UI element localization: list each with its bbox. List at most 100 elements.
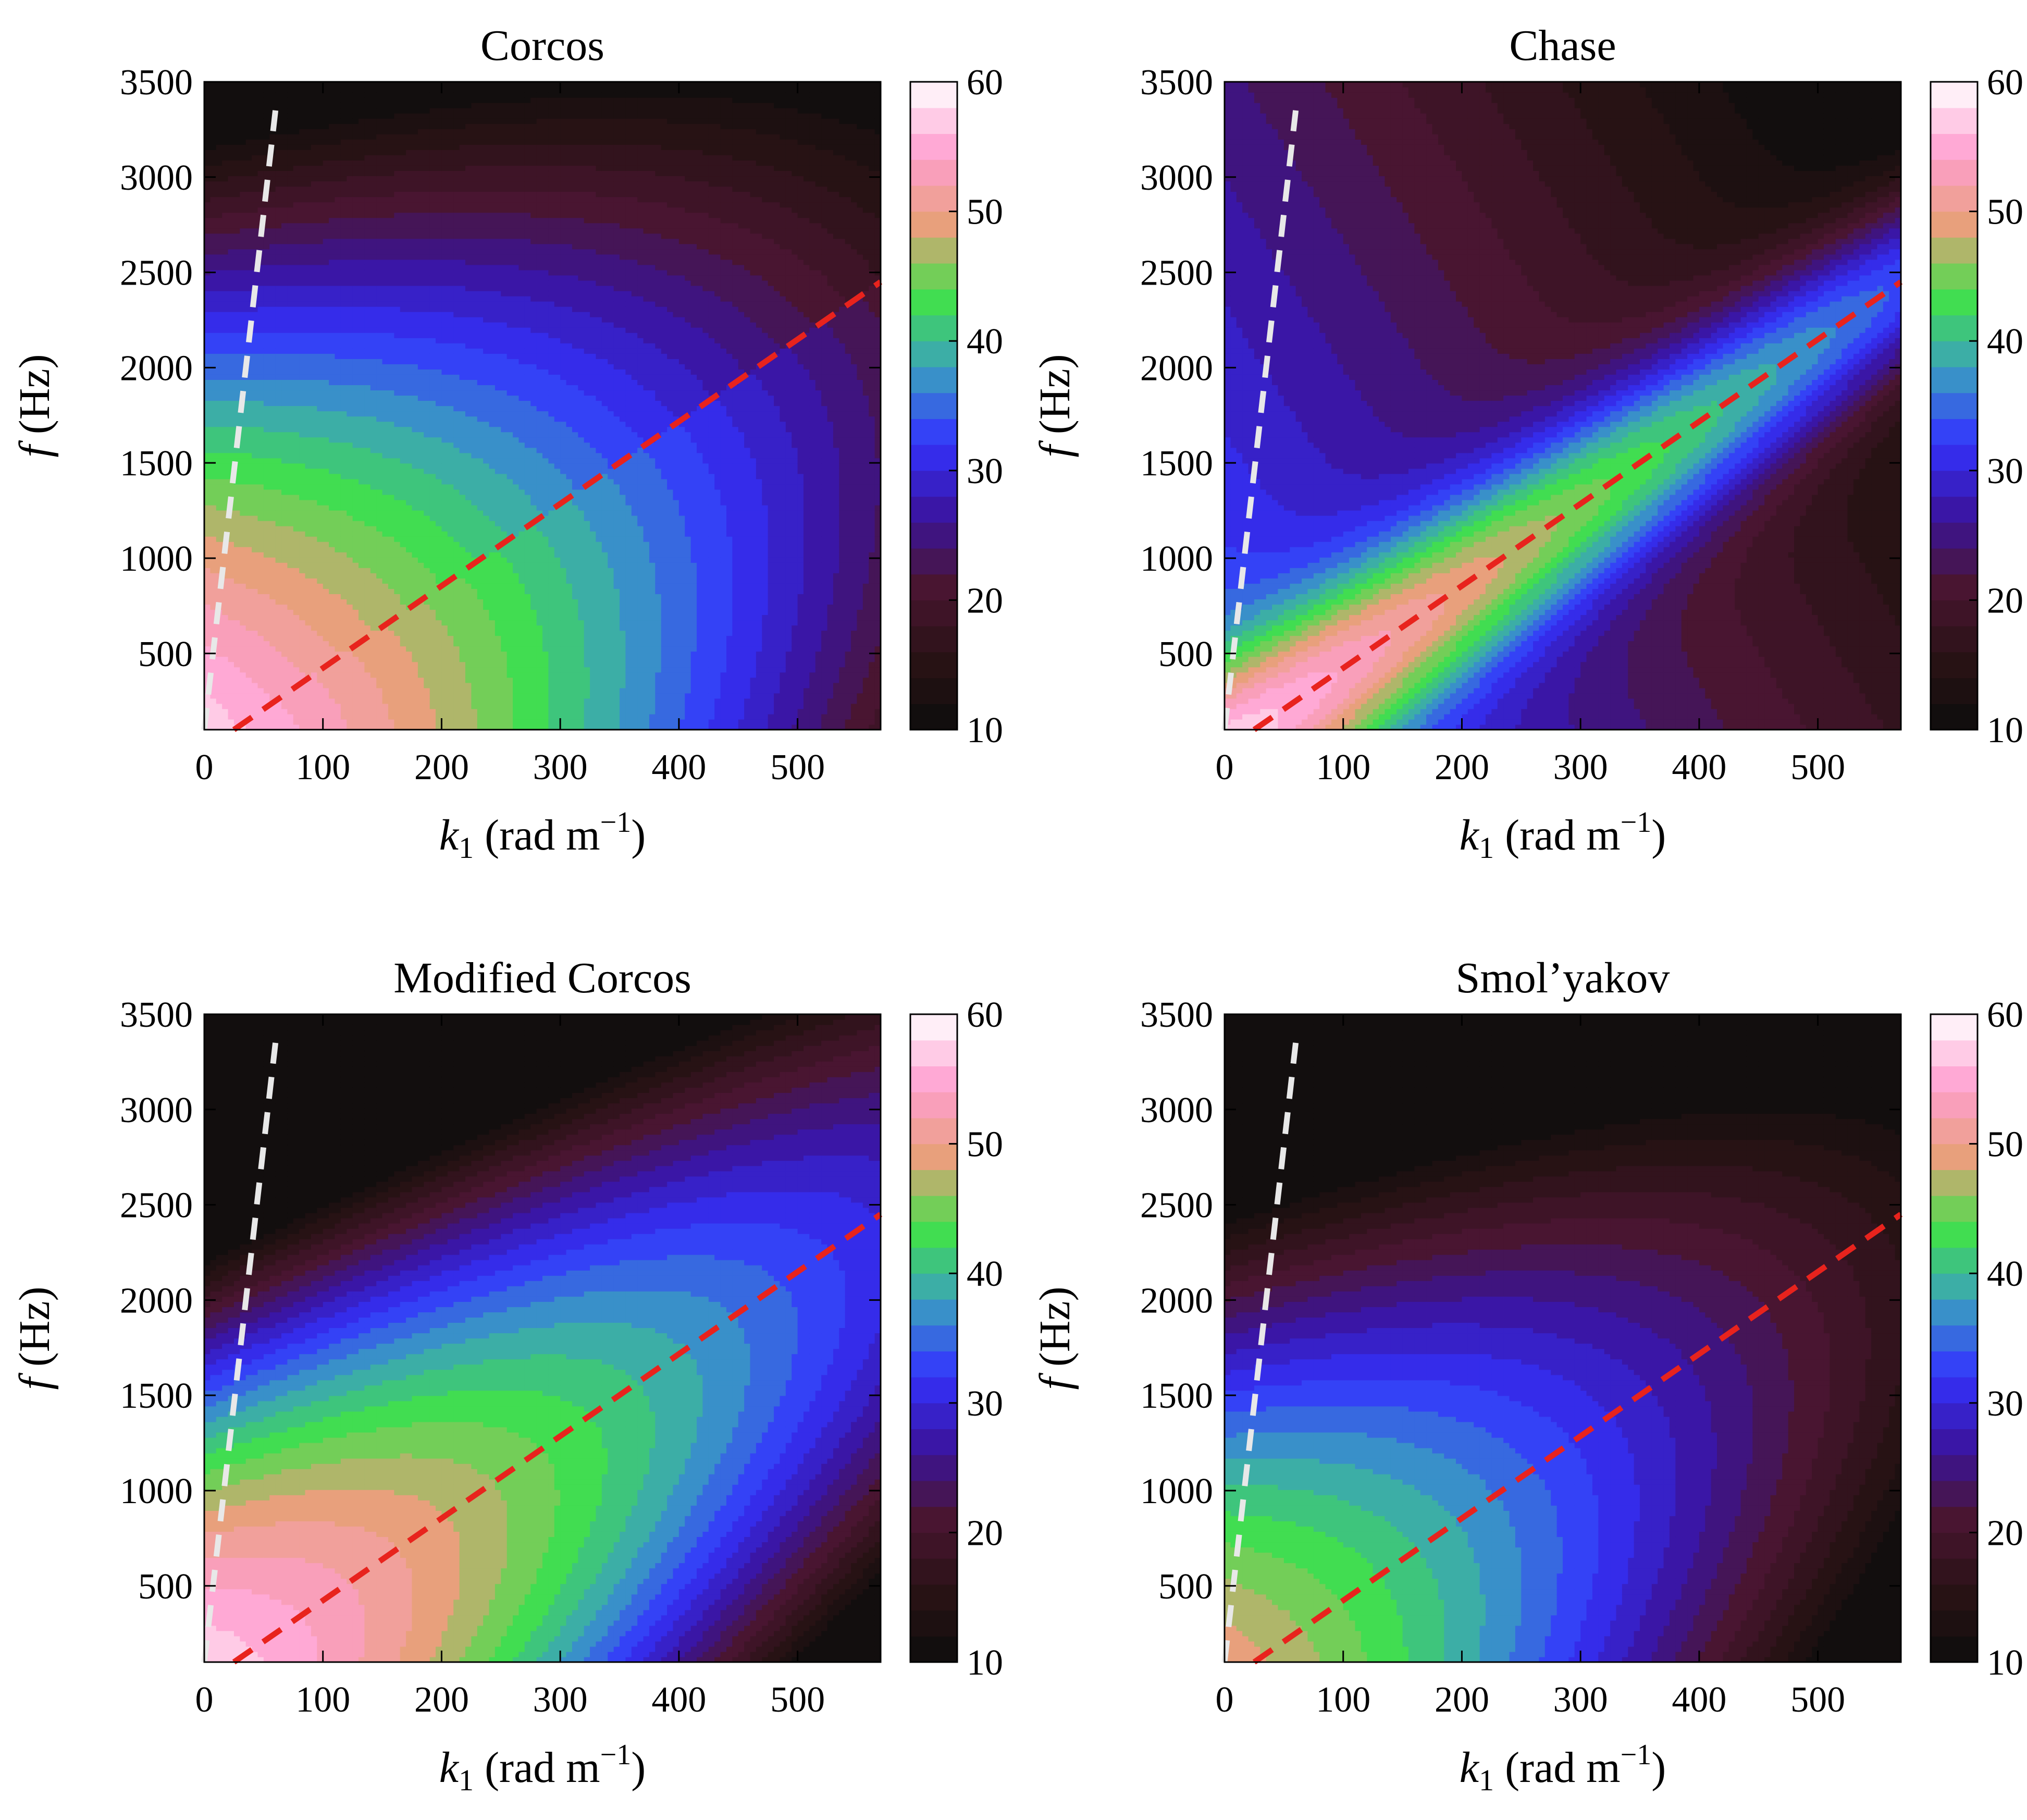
field-cell — [210, 186, 216, 192]
field-cell — [234, 260, 240, 265]
field-cell — [276, 207, 282, 213]
field-cell — [311, 280, 317, 286]
field-cell — [269, 254, 276, 260]
field-cell — [257, 463, 264, 469]
field-cell — [281, 353, 288, 359]
field-cell — [281, 265, 288, 270]
field-cell — [210, 228, 216, 234]
field-cell — [210, 542, 216, 547]
field-cell — [317, 286, 323, 291]
field-cell — [335, 636, 341, 642]
field-cell — [269, 683, 276, 688]
field-cell — [210, 170, 216, 176]
field-cell — [276, 270, 282, 276]
field-cell — [264, 353, 270, 359]
field-cell — [228, 526, 234, 532]
field-cell — [281, 155, 288, 161]
field-cell — [311, 453, 317, 459]
field-cell — [329, 296, 335, 302]
field-cell — [234, 604, 240, 610]
field-cell — [222, 218, 228, 224]
field-cell — [287, 213, 293, 218]
field-cell — [287, 338, 293, 343]
field-cell — [329, 291, 335, 297]
field-cell — [234, 233, 240, 239]
field-cell — [299, 333, 305, 338]
field-cell — [341, 228, 347, 234]
field-cell — [323, 139, 329, 145]
field-cell — [222, 322, 228, 328]
field-cell — [210, 359, 216, 364]
field-cell — [252, 536, 258, 542]
field-cell — [252, 625, 258, 631]
field-cell — [216, 244, 223, 250]
field-cell — [264, 604, 270, 610]
field-cell — [293, 448, 300, 453]
field-cell — [287, 296, 293, 302]
field-cell — [216, 364, 223, 370]
field-cell — [210, 197, 216, 203]
field-cell — [329, 683, 335, 688]
field-cell — [204, 614, 211, 620]
field-cell — [341, 134, 347, 140]
field-cell — [252, 678, 258, 683]
field-cell — [335, 542, 341, 547]
field-cell — [257, 500, 264, 506]
field-cell — [281, 411, 288, 417]
field-cell — [234, 651, 240, 657]
field-cell — [305, 453, 312, 459]
field-cell — [246, 515, 252, 521]
field-cell — [216, 327, 223, 333]
field-cell — [335, 552, 341, 558]
field-cell — [257, 390, 264, 396]
field-cell — [329, 134, 335, 140]
field-cell — [204, 526, 211, 532]
field-cell — [216, 207, 223, 213]
field-cell — [228, 709, 234, 715]
field-cell — [222, 463, 228, 469]
field-cell — [234, 197, 240, 203]
field-cell — [228, 124, 234, 129]
field-cell — [323, 463, 329, 469]
field-cell — [222, 244, 228, 250]
field-cell — [341, 422, 347, 427]
field-cell — [299, 233, 305, 239]
field-cell — [228, 301, 234, 307]
field-cell — [317, 536, 323, 542]
field-cell — [335, 588, 341, 594]
field-cell — [335, 176, 341, 181]
field-cell — [269, 594, 276, 599]
field-cell — [276, 719, 282, 725]
field-cell — [311, 192, 317, 198]
field-cell — [240, 552, 246, 558]
field-cell — [341, 416, 347, 422]
field-cell — [293, 515, 300, 521]
field-cell — [317, 369, 323, 375]
field-cell — [329, 306, 335, 312]
field-cell — [335, 317, 341, 323]
field-cell — [204, 202, 211, 208]
field-cell — [240, 181, 246, 187]
field-cell — [210, 395, 216, 401]
field-cell — [222, 296, 228, 302]
field-cell — [222, 144, 228, 150]
field-cell — [240, 202, 246, 208]
field-cell — [204, 568, 211, 573]
field-cell — [252, 646, 258, 652]
field-cell — [228, 348, 234, 354]
field-cell — [323, 432, 329, 438]
field-cell — [269, 374, 276, 380]
field-cell — [269, 422, 276, 427]
field-cell — [269, 547, 276, 552]
field-cell — [335, 688, 341, 694]
field-cell — [311, 353, 317, 359]
field-cell — [311, 385, 317, 390]
field-cell — [341, 604, 347, 610]
field-cell — [234, 448, 240, 453]
field-cell — [287, 662, 293, 668]
field-cell — [335, 667, 341, 673]
field-cell — [269, 542, 276, 547]
field-cell — [335, 583, 341, 589]
field-cell — [257, 124, 264, 129]
field-cell — [240, 385, 246, 390]
